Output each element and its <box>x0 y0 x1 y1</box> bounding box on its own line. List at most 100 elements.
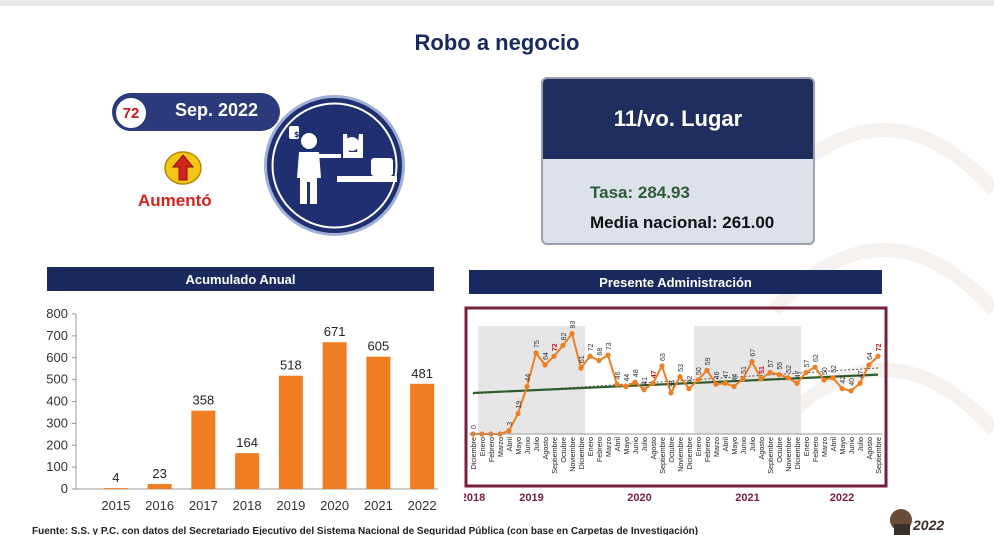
month-label: Marzo <box>604 437 613 457</box>
bar-2020 <box>322 342 347 489</box>
y-tick-label: 500 <box>46 372 68 387</box>
series-point <box>632 379 638 385</box>
month-label: Agosto <box>865 437 874 459</box>
year-label-2022: 2022 <box>830 492 854 504</box>
data-label: 64 <box>543 352 550 360</box>
y-tick-label: 800 <box>46 306 68 321</box>
data-label: 0 <box>471 425 478 429</box>
series-point <box>623 383 629 390</box>
month-label: Diciembre <box>685 437 694 469</box>
month-label: Enero <box>802 437 811 456</box>
month-label: Septiembre <box>766 437 775 474</box>
year-label-2018: 2018 <box>464 492 485 504</box>
series-point <box>785 375 791 381</box>
rank-number-badge: 72 <box>113 95 149 131</box>
month-label: Enero <box>586 437 595 456</box>
data-label: 42 <box>687 376 694 384</box>
month-label: Septiembre <box>658 437 667 474</box>
data-label: 52 <box>831 365 838 373</box>
line-chart-title: Presente Administración <box>469 270 882 294</box>
month-label: Septiembre <box>550 437 559 474</box>
data-label: 93 <box>570 321 577 329</box>
series-point <box>857 380 863 386</box>
month-label: Julio <box>748 437 757 452</box>
x-tick-label: 2020 <box>320 498 349 513</box>
data-label: 52 <box>786 365 793 373</box>
month-label: Julio <box>532 437 541 452</box>
series-point <box>668 390 674 396</box>
x-tick-label: 2017 <box>189 498 218 513</box>
y-tick-label: 300 <box>46 415 68 430</box>
month-label: Julio <box>856 437 865 452</box>
data-label: 40 <box>849 378 856 386</box>
series-point <box>875 353 881 359</box>
data-label: 50 <box>696 367 703 375</box>
month-label: Diciembre <box>577 437 586 469</box>
month-label: Noviembre <box>568 437 577 472</box>
month-label: Octubre <box>667 437 676 463</box>
month-label: Abril <box>505 437 514 452</box>
month-label: Noviembre <box>784 437 793 472</box>
series-point <box>848 388 854 394</box>
month-label: Mayo <box>838 437 847 455</box>
month-label: Junio <box>523 437 532 454</box>
shade-2019 <box>478 326 585 434</box>
year-label-2020: 2020 <box>627 492 651 504</box>
data-label: 64 <box>867 352 874 360</box>
series-point <box>677 374 683 380</box>
data-label: 73 <box>606 342 613 350</box>
source-footnote: Fuente: S.S. y P.C. con datos del Secret… <box>32 526 699 535</box>
data-label: 46 <box>615 371 622 379</box>
month-label: Septiembre <box>874 437 883 474</box>
bar-value-label: 518 <box>280 358 302 373</box>
page-title: Robo a negocio <box>414 30 580 55</box>
data-label: 41 <box>642 377 649 385</box>
series-point <box>704 367 710 373</box>
series-point <box>551 353 557 359</box>
x-tick-label: 2015 <box>101 498 130 513</box>
series-point <box>758 376 764 382</box>
data-label: 44 <box>624 374 631 382</box>
month-label: Febrero <box>487 437 496 462</box>
month-label: Mayo <box>514 437 523 455</box>
month-label: Febrero <box>595 437 604 462</box>
series-point <box>821 377 827 383</box>
series-point <box>614 381 620 387</box>
data-label: 75 <box>534 340 541 348</box>
bar-2019 <box>278 375 303 489</box>
month-label: Marzo <box>820 437 829 457</box>
data-label: 62 <box>813 354 820 362</box>
y-tick-label: 400 <box>46 394 68 409</box>
series-point <box>596 357 602 364</box>
data-label: 47 <box>795 370 802 378</box>
data-label: 46 <box>714 371 721 379</box>
y-tick-label: 600 <box>46 350 68 365</box>
year-label-2021: 2021 <box>735 492 759 504</box>
year-label-2019: 2019 <box>519 492 543 504</box>
annual-bar-chart: 0 100 200 300 400 500 600 700 800 4 2015 23 2016 358 2… <box>46 306 438 513</box>
bar-value-label: 605 <box>368 339 390 354</box>
trend-label: Aumentó <box>138 191 212 210</box>
bar-2017 <box>191 410 216 489</box>
month-label: Abril <box>829 437 838 452</box>
bar-value-label: 23 <box>152 466 166 481</box>
series-point <box>722 380 728 386</box>
data-label: 57 <box>804 360 811 368</box>
data-label: 42 <box>840 376 847 384</box>
series-point <box>803 369 809 376</box>
month-label: Diciembre <box>469 437 478 469</box>
national-mean: Media nacional: 261.00 <box>590 213 775 232</box>
series-point <box>587 353 593 359</box>
series-point <box>659 363 665 369</box>
bar-chart-title: Acumulado Anual <box>47 267 434 291</box>
series-point <box>776 372 782 378</box>
data-label: 72 <box>876 343 883 351</box>
month-label: Julio <box>640 437 649 452</box>
series-point <box>650 380 656 386</box>
series-point <box>686 386 692 392</box>
data-label: 44 <box>525 374 532 382</box>
bar-2018 <box>235 453 260 489</box>
month-label: Marzo <box>712 437 721 457</box>
series-point <box>569 330 575 337</box>
